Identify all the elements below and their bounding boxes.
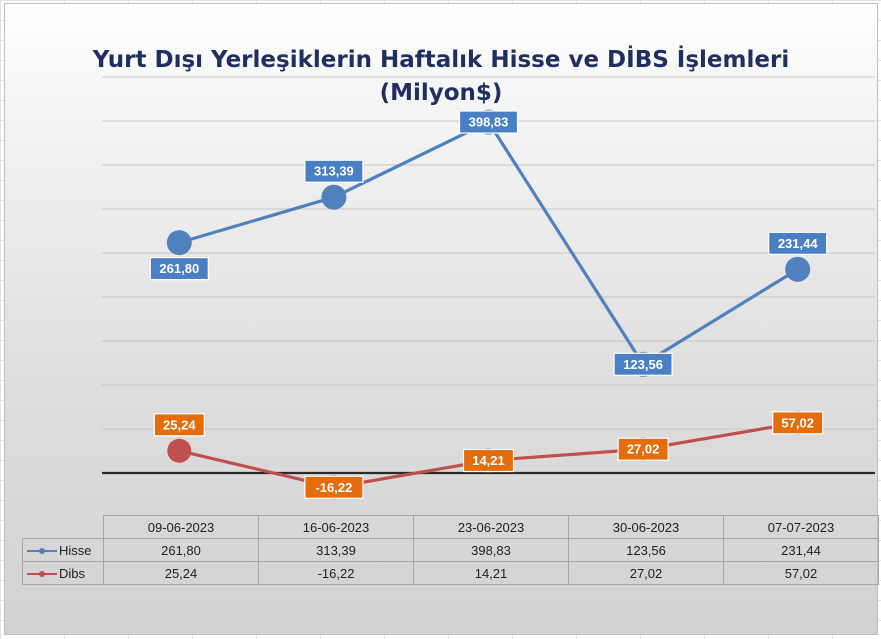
category-header: 09-06-2023 <box>103 515 259 539</box>
data-label-box <box>613 352 673 376</box>
data-label: 14,21 <box>462 448 515 473</box>
data-table-header-row: 09-06-2023 16-06-2023 23-06-2023 30-06-2… <box>22 515 879 539</box>
data-label-text: 27,02 <box>627 442 660 457</box>
data-label-box <box>768 231 828 255</box>
table-cell: 25,24 <box>103 561 259 585</box>
data-label: 231,44 <box>768 231 828 255</box>
data-label-box <box>304 475 364 499</box>
series-markers <box>166 109 811 500</box>
data-label-text: 57,02 <box>781 415 814 430</box>
table-cell: 261,80 <box>103 538 259 562</box>
data-label-text: 25,24 <box>163 417 196 432</box>
data-label: 57,02 <box>772 411 824 435</box>
data-label-box <box>149 257 209 281</box>
table-cell: 14,21 <box>413 561 569 585</box>
legend-hisse: Hisse <box>22 538 104 562</box>
data-table-row-hisse: Hisse 261,80 313,39 398,83 123,56 231,44 <box>22 538 879 562</box>
data-label-text: 123,56 <box>623 357 663 372</box>
table-cell: 57,02 <box>723 561 879 585</box>
data-point <box>785 256 811 282</box>
data-label-box <box>153 413 205 437</box>
data-table-corner <box>22 515 104 539</box>
category-header: 07-07-2023 <box>723 515 879 539</box>
gridlines <box>102 76 875 475</box>
table-cell: 123,56 <box>568 538 724 562</box>
series-name-dibs: Dibs <box>59 565 86 581</box>
data-table-row-dibs: Dibs 25,24 -16,22 14,21 27,02 57,02 <box>22 561 879 585</box>
data-label-text: 313,39 <box>314 164 354 179</box>
series-lines <box>178 120 799 489</box>
table-cell: 27,02 <box>568 561 724 585</box>
data-label-box <box>458 110 519 134</box>
data-label-box <box>617 437 669 461</box>
series-name-hisse: Hisse <box>59 542 92 558</box>
data-label-box <box>304 159 364 183</box>
data-label-text: 231,44 <box>778 236 819 251</box>
data-point <box>166 230 192 256</box>
data-labels: 261,80 313,39 398,83 123,56 231,44 25,24 -16,2… <box>149 110 828 499</box>
legend-key-hisse <box>27 546 57 556</box>
data-label-box <box>772 411 824 435</box>
data-label-text: 398,83 <box>469 115 509 130</box>
data-point <box>167 438 192 463</box>
data-label: 27,02 <box>617 437 669 461</box>
table-cell: 398,83 <box>413 538 569 562</box>
data-label: -16,22 <box>304 475 364 499</box>
chart-subtitle: (Milyon$) <box>379 80 503 106</box>
table-cell: 313,39 <box>258 538 414 562</box>
data-label: 261,80 <box>149 257 209 281</box>
data-point <box>321 184 347 210</box>
category-header: 30-06-2023 <box>568 515 724 539</box>
table-cell: -16,22 <box>258 561 414 585</box>
data-label: 313,39 <box>304 159 364 183</box>
category-header: 23-06-2023 <box>413 515 569 539</box>
data-table: 09-06-2023 16-06-2023 23-06-2023 30-06-2… <box>22 515 879 585</box>
chart-title: Yurt Dışı Yerleşiklerin Haftalık Hisse v… <box>5 44 877 110</box>
data-label-text: -16,22 <box>315 480 352 495</box>
data-label: 123,56 <box>613 352 673 376</box>
legend-dibs: Dibs <box>22 561 104 585</box>
data-label-text: 261,80 <box>159 261 199 276</box>
series-line-hisse <box>178 120 799 366</box>
data-label-text: 14,21 <box>472 453 505 468</box>
data-label: 25,24 <box>153 413 205 437</box>
legend-key-dibs <box>27 569 57 579</box>
data-label-box <box>462 448 515 473</box>
category-header: 16-06-2023 <box>258 515 414 539</box>
chart-title-line: Yurt Dışı Yerleşiklerin Haftalık Hisse v… <box>92 47 790 73</box>
table-cell: 231,44 <box>723 538 879 562</box>
data-label: 398,83 <box>458 110 519 134</box>
